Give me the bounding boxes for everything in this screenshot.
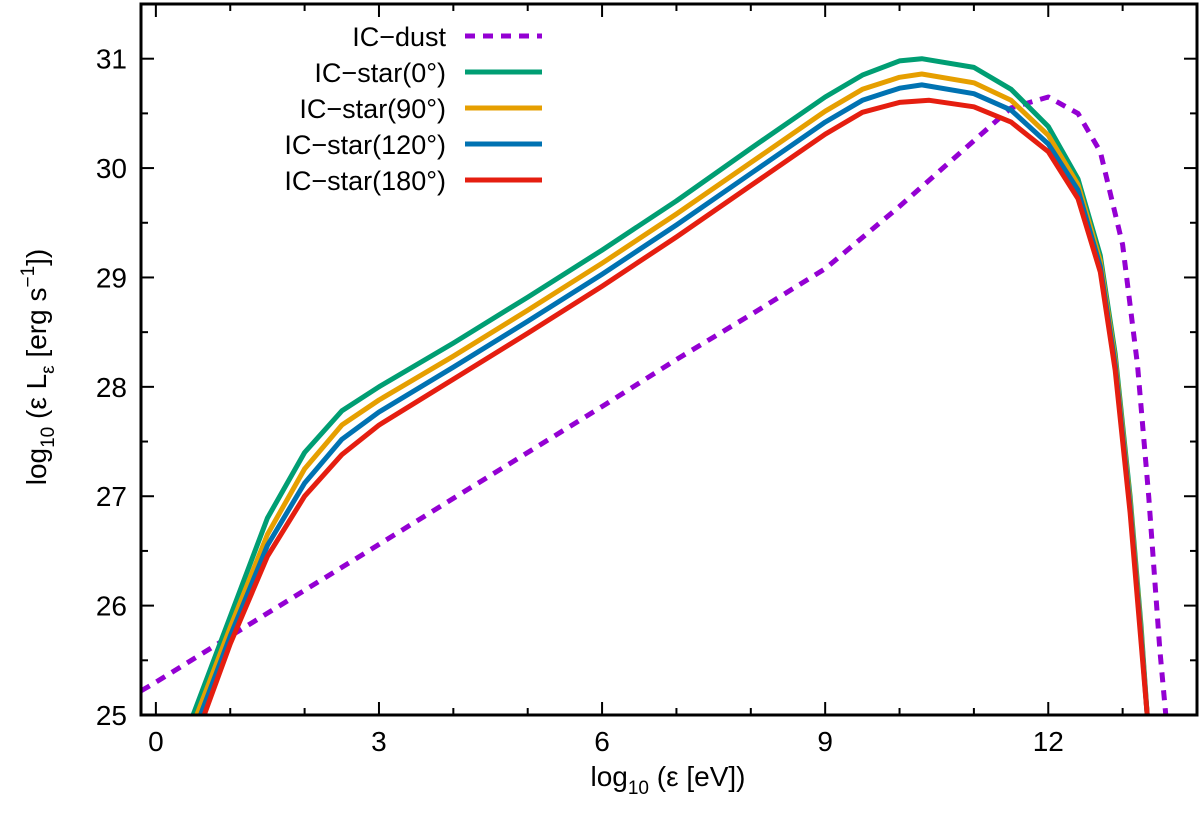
legend-label: IC−star(120°) bbox=[284, 130, 446, 160]
legend-label: IC−star(0°) bbox=[314, 58, 446, 88]
legend-label: IC−star(180°) bbox=[284, 166, 446, 196]
y-tick-label: 27 bbox=[96, 481, 127, 512]
series-line-ic-dust bbox=[141, 94, 1169, 715]
y-axis-label-base: log bbox=[21, 448, 52, 485]
series-layer bbox=[141, 56, 1169, 715]
y-tick-label: 25 bbox=[96, 700, 127, 731]
series-line-ic-star-180 bbox=[201, 97, 1150, 715]
y-axis-label-end: ]) bbox=[21, 249, 52, 266]
legend-label: IC−star(90°) bbox=[299, 94, 446, 124]
y-tick-label: 30 bbox=[96, 153, 127, 184]
y-axis-label-sub2: ε bbox=[38, 365, 59, 374]
x-tick-label: 3 bbox=[371, 726, 387, 757]
y-tick-label: 26 bbox=[96, 591, 127, 622]
x-axis-label: log10 (ε [eV]) bbox=[590, 761, 745, 799]
y-axis-label-mid2: [erg s bbox=[21, 288, 52, 366]
y-axis-label-sub: 10 bbox=[38, 427, 59, 448]
x-axis-label-sub: 10 bbox=[628, 778, 649, 799]
x-tick-label: 12 bbox=[1033, 726, 1064, 757]
x-axis-label-rest: (ε [eV]) bbox=[649, 761, 746, 792]
x-tick-label: 0 bbox=[148, 726, 164, 757]
y-tick-label: 31 bbox=[96, 44, 127, 75]
plot-frame bbox=[139, 2, 1199, 717]
legend: IC−dust IC−star(0°) IC−star(90°) IC−star(12… bbox=[284, 22, 542, 196]
y-axis-label-mid: (ε L bbox=[21, 374, 52, 427]
y-axis-label-sup: −1 bbox=[18, 266, 39, 288]
legend-label: IC−dust bbox=[352, 22, 446, 52]
y-axis-label: log10 (ε Lε [erg s−1]) bbox=[18, 249, 59, 486]
y-tick-label: 28 bbox=[96, 372, 127, 403]
ticks-layer: 0 3 6 9 12 25 26 27 28 29 30 31 bbox=[96, 4, 1197, 757]
y-tick-label: 29 bbox=[96, 262, 127, 293]
x-axis-label-base: log bbox=[590, 761, 627, 792]
x-tick-label: 9 bbox=[817, 726, 833, 757]
x-tick-label: 6 bbox=[594, 726, 610, 757]
